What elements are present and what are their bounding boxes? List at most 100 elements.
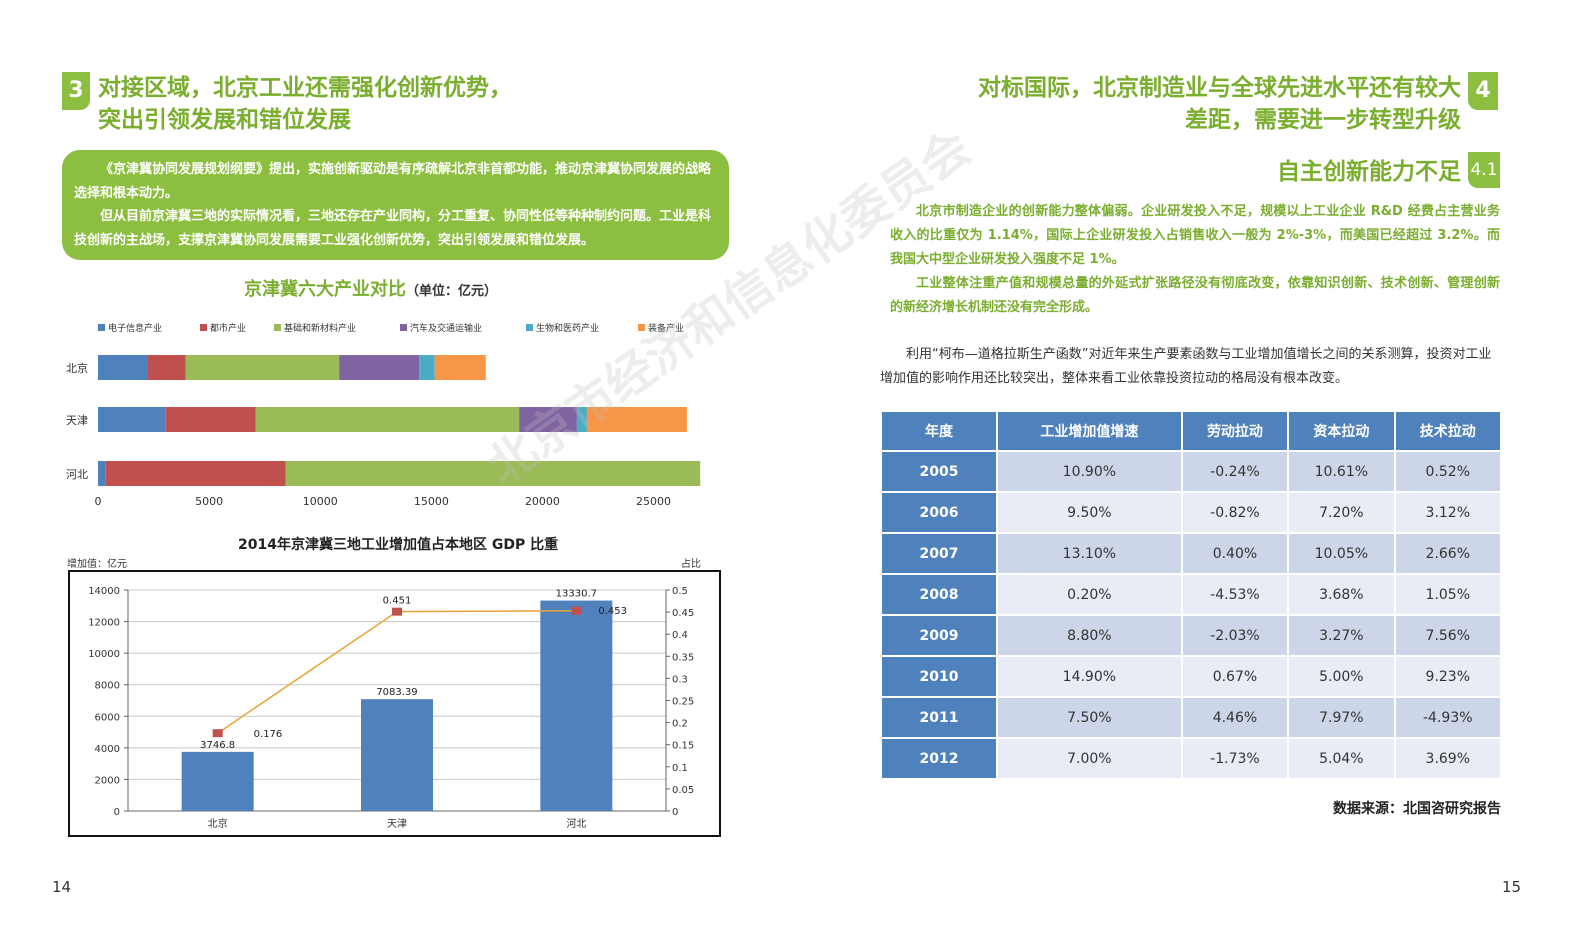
table-cell: 0.20% [998, 575, 1181, 614]
table-cell-year: 2007 [882, 534, 996, 573]
table-cell: 3.69% [1395, 739, 1500, 778]
bar-segment [586, 407, 687, 432]
table-row: 2011 7.50% 4.46% 7.97% -4.93% [882, 698, 1500, 737]
y2-tick-label: 0.4 [672, 630, 688, 641]
bar-segment [148, 355, 186, 380]
table-row: 2005 10.90% -0.24% 10.61% 0.52% [882, 452, 1500, 491]
category-label: 北京 [66, 361, 88, 375]
table-cell-year: 2006 [882, 493, 996, 532]
table-cell: 0.40% [1182, 534, 1288, 573]
table-header-labor: 劳动拉动 [1182, 412, 1288, 450]
category-label: 河北 [66, 468, 88, 481]
legend-swatch [98, 324, 105, 331]
combo-chart-frame [68, 570, 721, 837]
y2-tick-label: 0.5 [672, 586, 688, 597]
table-cell-year: 2011 [882, 698, 996, 737]
y2-tick-label: 0.2 [672, 719, 688, 730]
table-cell-year: 2012 [882, 739, 996, 778]
stacked-chart-title-text: 京津冀六大产业对比 [244, 279, 406, 300]
y2-tick-label: 0.25 [672, 697, 694, 708]
table-cell: 14.90% [998, 657, 1181, 696]
table-header-capital: 资本拉动 [1289, 412, 1394, 450]
bar-segment [98, 461, 106, 486]
table-cell: -0.82% [1182, 493, 1288, 532]
table-cell-year: 2010 [882, 657, 996, 696]
table-cell: 8.80% [998, 616, 1181, 655]
table-cell: 7.56% [1395, 616, 1500, 655]
category-label: 天津 [66, 414, 88, 427]
table-cell: 10.61% [1289, 452, 1394, 491]
bar-segment [98, 407, 166, 432]
bar-segment [519, 407, 577, 432]
table-cell: -1.73% [1182, 739, 1288, 778]
y2-tick-label: 0.35 [672, 652, 694, 663]
legend-label: 装备产业 [648, 324, 685, 334]
table-cell: 4.46% [1182, 698, 1288, 737]
category-label: 天津 [387, 818, 407, 830]
stacked-chart-unit: （单位：亿元） [406, 284, 498, 299]
bar [181, 751, 254, 811]
legend-label: 基础和新材料产业 [284, 324, 357, 334]
bar-value-label: 13330.7 [556, 589, 597, 600]
legend-label: 都市产业 [210, 324, 247, 334]
legend-label: 电子信息产业 [108, 324, 163, 334]
bar-segment [434, 355, 486, 380]
table-header-growth: 工业增加值增速 [998, 412, 1181, 450]
table-cell: 3.68% [1289, 575, 1394, 614]
intro-box: 《京津冀协同发展规划纲要》提出，实施创新驱动是有序疏解北京非首都功能，推动京津冀… [62, 150, 729, 260]
legend-swatch [400, 324, 407, 331]
analysis-paragraph: 利用“柯布—道格拉斯生产函数”对近年来生产要素函数与工业增加值增长之间的关系测算… [880, 347, 1492, 386]
table-cell: -2.03% [1182, 616, 1288, 655]
table-row: 2008 0.20% -4.53% 3.68% 1.05% [882, 575, 1500, 614]
y2-tick-label: 0.15 [672, 741, 694, 752]
bar-segment [165, 407, 256, 432]
y2-tick-label: 0.3 [672, 674, 688, 685]
legend-item: 生物和医药产业 [526, 321, 599, 334]
section-heading-line2: 突出引领发展和错位发展 [98, 107, 351, 133]
table-row: 2012 7.00% -1.73% 5.04% 3.69% [882, 739, 1500, 778]
category-label: 北京 [208, 817, 228, 830]
table-cell: 5.04% [1289, 739, 1394, 778]
bar-value-label: 7083.39 [376, 687, 417, 698]
y2-tick-label: 0.05 [672, 785, 694, 796]
growth-contribution-table: 年度 工业增加值增速 劳动拉动 资本拉动 技术拉动 2005 10.90% -0.2… [880, 410, 1502, 780]
legend-label: 生物和医药产业 [536, 324, 600, 334]
table-cell: 2.66% [1395, 534, 1500, 573]
data-source: 数据来源：北国咨研究报告 [1333, 801, 1501, 817]
y-tick-label: 4000 [95, 744, 120, 755]
legend-item: 汽车及交通运输业 [400, 321, 482, 334]
legend-item: 都市产业 [200, 321, 246, 334]
x-tick-label: 20000 [525, 495, 560, 508]
combo-bar-line-chart: 0 2000 4000 6000 8000 10000 12000 14000 0 0.05 0.1… [88, 586, 694, 830]
bar-segment [98, 355, 148, 380]
page-number-right: 15 [1502, 878, 1522, 896]
table-cell: -0.24% [1182, 452, 1288, 491]
table-cell: 7.50% [998, 698, 1181, 737]
line-value-label: 0.453 [598, 606, 627, 617]
table-header-tech: 技术拉动 [1395, 412, 1500, 450]
line-value-label: 0.176 [254, 729, 283, 740]
line-marker [571, 606, 582, 615]
y-tick-label: 0 [114, 807, 120, 818]
legend-swatch [638, 324, 645, 331]
y-tick-label: 8000 [95, 681, 120, 692]
legend-item: 基础和新材料产业 [274, 321, 356, 334]
table-row: 2010 14.90% 0.67% 5.00% 9.23% [882, 657, 1500, 696]
table-cell-year: 2008 [882, 575, 996, 614]
table-cell: 10.05% [1289, 534, 1394, 573]
line-value-label: 0.451 [383, 596, 412, 607]
combo-chart-ylabel: 增加值：亿元 [67, 559, 127, 570]
category-label: 河北 [566, 818, 586, 830]
table-cell: 5.00% [1289, 657, 1394, 696]
table-cell-year: 2005 [882, 452, 996, 491]
table-cell: 0.52% [1395, 452, 1500, 491]
y-tick-label: 2000 [95, 775, 120, 786]
line-marker [212, 729, 223, 738]
y2-tick-label: 0.1 [672, 763, 688, 774]
table-cell: 1.05% [1395, 575, 1500, 614]
legend-swatch [200, 324, 207, 331]
bar-segment [285, 461, 701, 486]
bar-value-label: 3746.8 [200, 740, 235, 751]
table-cell: 7.20% [1289, 493, 1394, 532]
